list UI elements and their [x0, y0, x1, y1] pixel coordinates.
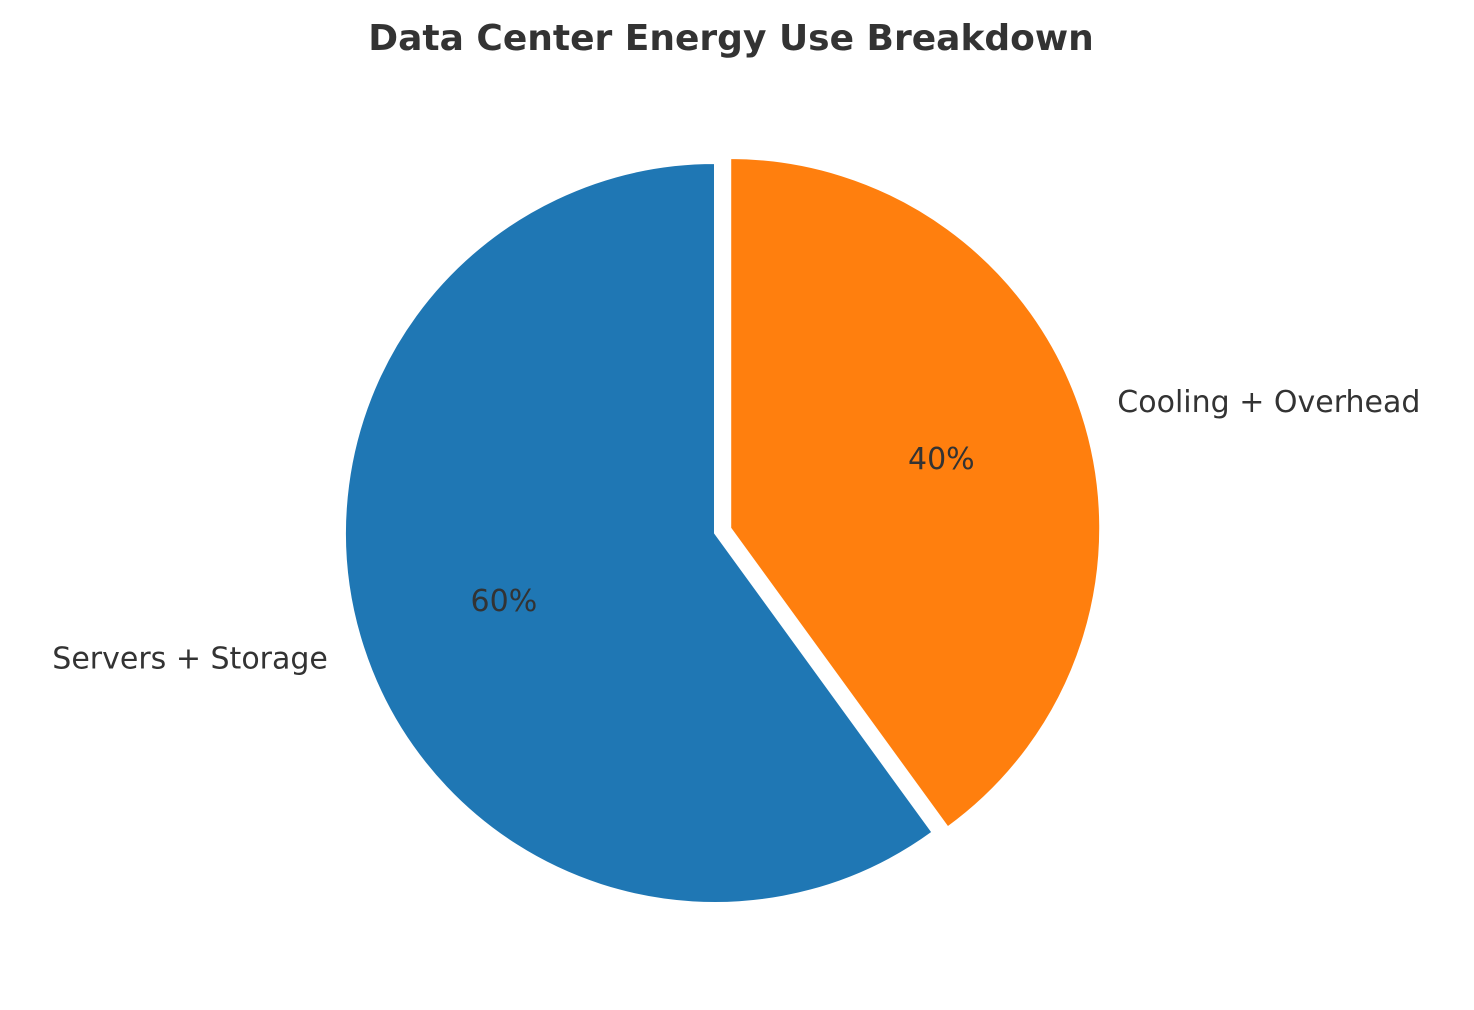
- slice-label: Cooling + Overhead: [1117, 385, 1420, 420]
- slice-label: Servers + Storage: [52, 641, 328, 676]
- pie-slice-servers-storage: [344, 161, 934, 904]
- percent-label: 40%: [908, 442, 975, 477]
- pie-slices: [344, 157, 1102, 904]
- pie-slice-cooling-overhead: [729, 157, 1102, 829]
- pie-labels: Servers + Storage 60% Cooling + Overhead 40…: [52, 385, 1420, 676]
- chart-title: Data Center Energy Use Breakdown: [368, 18, 1094, 59]
- percent-label: 60%: [471, 584, 538, 619]
